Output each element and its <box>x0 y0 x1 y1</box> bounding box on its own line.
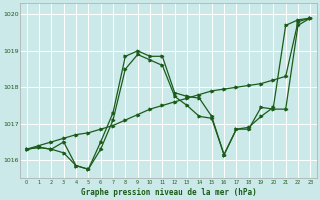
X-axis label: Graphe pression niveau de la mer (hPa): Graphe pression niveau de la mer (hPa) <box>81 188 256 197</box>
